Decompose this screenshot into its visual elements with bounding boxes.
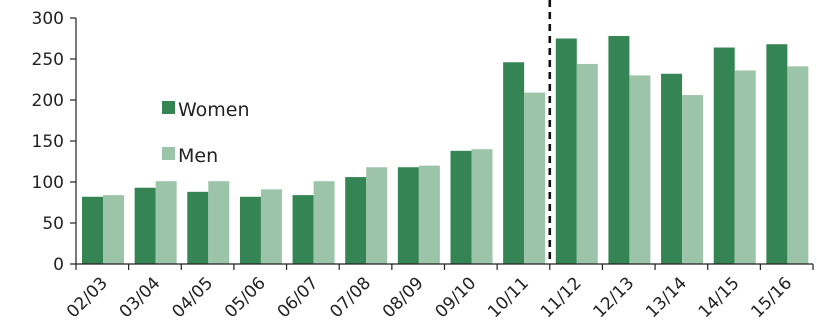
bar-women-02-03 [82, 196, 103, 264]
bar-men-11-12 [576, 63, 598, 264]
y-tick-label: 150 [32, 132, 64, 152]
bar-men-03-04 [155, 181, 177, 264]
bar-women-14-15 [713, 47, 735, 264]
x-tick-label: 06/07 [274, 273, 323, 322]
x-axis: 02/03 03/04 04/05 05/06 06/07 07/08 08/09 09/10… [63, 263, 814, 322]
legend-swatch-men [162, 147, 175, 160]
y-tick-label: 0 [53, 255, 64, 275]
y-tick-label: 300 [32, 9, 64, 29]
x-tick-label: 11/12 [537, 273, 586, 322]
y-tick-label: 250 [32, 50, 64, 70]
x-tick-label: 04/05 [168, 273, 217, 322]
bar-women-07-08 [345, 177, 367, 264]
bar-women-04-05 [187, 191, 209, 264]
legend-label-women: Women [178, 99, 250, 121]
y-tick-label: 50 [42, 214, 64, 234]
bar-women-08-09 [397, 167, 419, 264]
x-tick-label: 07/08 [326, 273, 375, 322]
legend-swatch-women [162, 101, 175, 114]
bar-women-10-11 [503, 62, 525, 264]
bar-women-05-06 [239, 196, 261, 264]
x-tick-label: 05/06 [221, 273, 270, 322]
bar-men-06-07 [313, 181, 335, 264]
bar-women-15-16 [766, 44, 788, 264]
bar-women-11-12 [555, 38, 577, 264]
bar-women-06-07 [292, 195, 314, 264]
legend: Women Men [162, 99, 250, 167]
bar-women-13-14 [661, 73, 683, 264]
x-tick-label: 13/14 [642, 273, 691, 322]
bar-men-12-13 [629, 75, 651, 265]
bar-women-03-04 [134, 187, 156, 264]
y-tick-label: 200 [32, 91, 64, 111]
x-tick-label: 14/15 [695, 273, 744, 322]
y-tick-label: 100 [32, 173, 64, 193]
bar-men-08-09 [418, 165, 440, 264]
bar-men-13-14 [682, 95, 704, 264]
x-tick-label: 09/10 [432, 273, 481, 322]
bar-men-14-15 [734, 70, 756, 264]
x-tick-label: 15/16 [747, 273, 796, 322]
x-tick-label: 03/04 [116, 273, 165, 322]
x-tick-label: 02/03 [63, 273, 112, 322]
bar-men-15-16 [787, 66, 809, 264]
bar-women-12-13 [608, 36, 630, 264]
x-tick-label: 10/11 [484, 273, 533, 322]
bar-men-09-10 [471, 149, 493, 264]
bar-men-04-05 [208, 181, 230, 264]
bar-women-09-10 [450, 150, 472, 264]
bar-men-02-03 [103, 195, 124, 264]
legend-label-men: Men [178, 145, 218, 167]
y-axis-ticks: 0 50 100 150 200 250 300 [32, 9, 77, 275]
x-tick-label: 12/13 [589, 273, 638, 322]
x-tick-label: 08/09 [379, 273, 428, 322]
bar-men-05-06 [260, 189, 282, 264]
bars [82, 36, 809, 265]
bar-men-07-08 [366, 167, 388, 264]
bar-men-10-11 [524, 92, 546, 265]
